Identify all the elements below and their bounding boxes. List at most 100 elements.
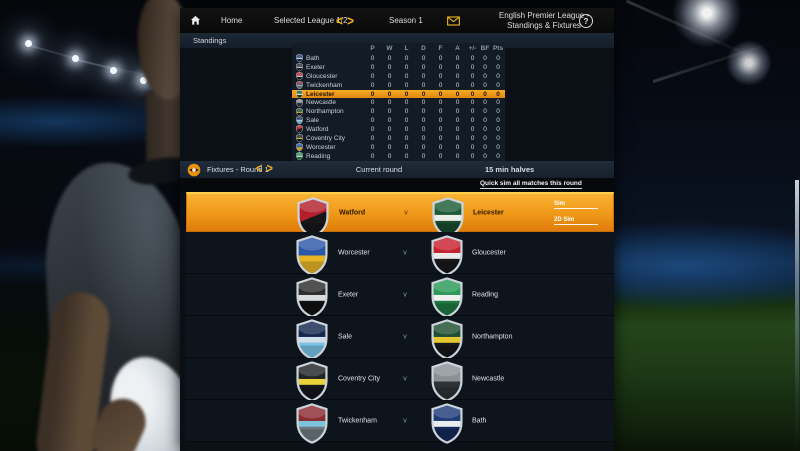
standings-row[interactable]: Sale 0 0 0 0 0 0 0 0 0: [292, 116, 505, 125]
standings-row[interactable]: Coventry City 0 0 0 0 0 0 0 0 0: [292, 134, 505, 143]
standings-section-bar: Standings: [180, 33, 614, 48]
stat-value: 0: [438, 117, 443, 125]
stat-value: 0: [370, 90, 375, 98]
stat-value: 0: [421, 90, 426, 98]
standings-row[interactable]: Reading 0 0 0 0 0 0 0 0 0: [292, 152, 505, 161]
standings-row[interactable]: Worcester 0 0 0 0 0 0 0 0 0: [292, 143, 505, 152]
stat-value: 0: [370, 126, 375, 134]
top-menu-bar: Home Selected League 1/2 < > Season 1 En…: [180, 8, 614, 33]
away-team-name: Bath: [472, 417, 487, 424]
standings-row[interactable]: Northampton 0 0 0 0 0 0 0 0 0: [292, 107, 505, 116]
stat-value: 0: [438, 90, 443, 98]
versus-label: v: [403, 417, 407, 424]
team-shield-icon: [296, 63, 303, 72]
fixture-row[interactable]: Coventry City v Newcastle: [186, 358, 614, 402]
eye-icon[interactable]: [187, 161, 201, 178]
standings-row[interactable]: Watford 0 0 0 0 0 0 0 0 0: [292, 125, 505, 134]
sim-link[interactable]: Sim: [554, 201, 598, 209]
stat-value: 0: [387, 90, 392, 98]
team-shield-icon: [296, 319, 328, 360]
team-name: Coventry City: [306, 134, 346, 142]
stat-value: 0: [455, 63, 460, 71]
floodlight-glow: [726, 40, 772, 86]
versus-label: v: [403, 291, 407, 298]
standings-row[interactable]: Bath 0 0 0 0 0 0 0 0 0: [292, 54, 505, 63]
current-round-label: Current round: [355, 165, 403, 174]
stat-value: 0: [483, 108, 487, 116]
team-name: Leicester: [306, 90, 335, 98]
standings-header-col: A: [455, 45, 460, 52]
stat-value: 0: [470, 108, 475, 116]
standings-row[interactable]: Twickenham 0 0 0 0 0 0 0 0 0: [292, 80, 505, 90]
fixture-row[interactable]: Worcester v Gloucester: [186, 232, 614, 276]
next-league-arrow[interactable]: >: [347, 12, 355, 29]
stat-value: 0: [421, 143, 426, 151]
help-icon[interactable]: ?: [579, 14, 593, 28]
page-title-line2: Standings & Fixtures: [507, 20, 581, 30]
stat-value: 0: [455, 126, 460, 134]
away-team-name: Northampton: [472, 333, 513, 340]
stat-value: 0: [496, 143, 500, 151]
league-nav-arrows: < >: [336, 8, 354, 33]
stat-value: 0: [496, 126, 500, 134]
menu-home-button[interactable]: Home: [221, 16, 243, 25]
team-shield-icon: [296, 107, 303, 116]
standings-header-col: BF: [480, 45, 490, 52]
stat-value: 0: [438, 126, 443, 134]
away-team-shield: [430, 235, 464, 281]
stat-value: 0: [387, 152, 392, 160]
home-team-shield: [295, 319, 329, 365]
stat-value: 0: [370, 143, 375, 151]
fixture-row[interactable]: Sale v Northampton: [186, 316, 614, 360]
team-shield-icon: [431, 319, 463, 360]
stat-value: 0: [387, 108, 392, 116]
stat-value: 0: [404, 134, 409, 142]
standings-row[interactable]: Exeter 0 0 0 0 0 0 0 0 0: [292, 63, 505, 72]
stat-value: 0: [483, 90, 487, 98]
stat-value: 0: [483, 134, 487, 142]
stat-value: 0: [483, 63, 487, 71]
stat-value: 0: [404, 108, 409, 116]
home-team-shield: [295, 403, 329, 449]
fixture-row[interactable]: Twickenham v Bath: [186, 400, 614, 444]
fixture-row[interactable]: Exeter v Reading: [186, 274, 614, 318]
home-icon[interactable]: [190, 8, 201, 33]
next-round-arrow[interactable]: >: [266, 162, 273, 176]
stat-value: 0: [404, 117, 409, 125]
stat-value: 0: [404, 143, 409, 151]
stat-value: 0: [387, 72, 392, 80]
standings-header-col: P: [370, 45, 375, 52]
fixture-row-selected[interactable]: Watford v Leicester Sim 2D Sim: [186, 192, 614, 238]
standings-row[interactable]: Gloucester 0 0 0 0 0 0 0 0 0: [292, 72, 505, 81]
stat-value: 0: [483, 117, 487, 125]
team-shield-icon: [296, 116, 303, 125]
prev-league-arrow[interactable]: <: [336, 12, 344, 29]
team-shield-icon: [296, 152, 303, 161]
quick-sim-link[interactable]: Quick sim all matches this round: [480, 180, 582, 189]
team-name: Gloucester: [306, 72, 338, 80]
home-team-shield: [295, 361, 329, 407]
mail-icon[interactable]: [447, 8, 460, 33]
half-length-link[interactable]: 15 min halves: [485, 161, 535, 179]
team-name: Northampton: [306, 108, 344, 116]
team-name: Exeter: [306, 63, 325, 71]
standings-row[interactable]: Newcastle 0 0 0 0 0 0 0 0 0: [292, 98, 505, 108]
stat-value: 0: [455, 72, 460, 80]
away-team-name: Gloucester: [472, 249, 506, 256]
stat-value: 0: [387, 126, 392, 134]
stat-value: 0: [496, 99, 500, 107]
selected-league-label: Selected League 1/2: [274, 16, 348, 25]
stat-value: 0: [421, 72, 426, 80]
quick-sim-strip: Quick sim all matches this round: [180, 178, 614, 192]
stadium-background-left: [0, 0, 186, 451]
prev-round-arrow[interactable]: <: [256, 162, 263, 176]
stat-value: 0: [438, 108, 443, 116]
sim-2d-link[interactable]: 2D Sim: [554, 217, 598, 225]
standings-row[interactable]: Leicester 0 0 0 0 0 0 0 0 0: [292, 89, 505, 99]
stat-value: 0: [483, 152, 487, 160]
stat-value: 0: [496, 152, 500, 160]
stat-value: 0: [438, 143, 443, 151]
stat-value: 0: [483, 126, 487, 134]
team-shield-icon: [431, 277, 463, 318]
